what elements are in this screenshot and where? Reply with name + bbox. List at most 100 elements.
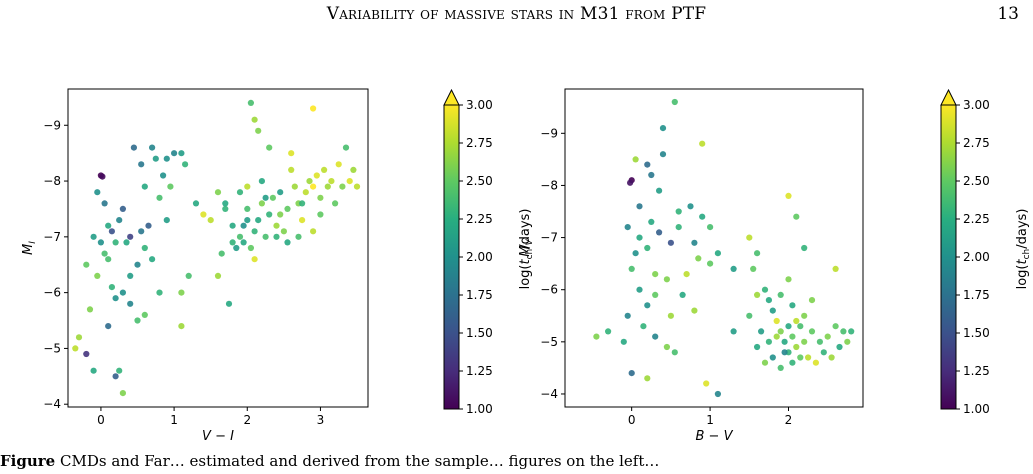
data-point (119, 390, 126, 397)
data-point (746, 312, 753, 319)
y-tick-label: −4 (43, 397, 61, 411)
data-point (284, 205, 291, 212)
data-point (777, 328, 784, 335)
data-point (269, 194, 276, 201)
data-point (781, 349, 788, 356)
data-point (667, 312, 675, 319)
data-point (605, 328, 612, 335)
data-point (244, 183, 251, 190)
data-point (644, 244, 651, 252)
data-point (730, 328, 737, 335)
data-point (671, 349, 678, 356)
data-point (134, 317, 141, 324)
data-point (247, 244, 254, 252)
data-point (108, 228, 115, 235)
colorbar-tick-label: 1.25 (963, 364, 990, 378)
x-tick-label: 2 (243, 413, 251, 427)
data-point (178, 150, 185, 157)
data-point (288, 150, 295, 157)
data-point (765, 297, 773, 304)
data-point (593, 333, 600, 340)
data-point (83, 261, 90, 268)
data-point (840, 328, 847, 335)
data-point (192, 200, 200, 207)
data-point (754, 291, 761, 298)
data-point (332, 200, 339, 207)
colorbar-gradient (941, 105, 956, 409)
y-tick-label: −7 (540, 231, 558, 245)
data-point (691, 239, 698, 246)
data-point (105, 256, 112, 263)
data-point (848, 328, 855, 335)
figure: 0 1 2 3 −4 −5 −6 −7 −8 −9 V − I MI 1.00 1.25 1.50 1.75 2… (21, 88, 1032, 444)
data-point (225, 300, 233, 307)
data-point (302, 189, 309, 196)
colorbar-tick-label: 1.50 (963, 326, 990, 340)
data-point (251, 116, 258, 123)
data-point (262, 233, 269, 240)
data-point (236, 233, 244, 240)
data-point (808, 328, 816, 335)
data-point (632, 250, 639, 257)
data-point (83, 350, 90, 358)
caption-text: CMDs and Far… estimated and derived from… (59, 452, 660, 470)
data-point (163, 155, 170, 162)
y-axis-label: MI (21, 241, 38, 255)
data-point (149, 256, 156, 263)
data-point (156, 194, 163, 201)
data-point (178, 323, 185, 330)
data-point (761, 286, 769, 293)
data-point (130, 144, 137, 151)
data-point (339, 183, 346, 190)
data-point (714, 390, 722, 398)
x-tick-label: 1 (170, 413, 178, 427)
data-point (820, 349, 827, 356)
data-point (127, 272, 134, 279)
data-point (808, 297, 816, 304)
data-point (233, 244, 240, 252)
data-point (801, 338, 808, 345)
data-point (138, 161, 145, 168)
y-tick-label: −8 (43, 174, 61, 188)
data-point (266, 211, 273, 218)
y-tick-label: −6 (540, 283, 558, 297)
data-point (636, 234, 643, 241)
data-point (675, 208, 682, 215)
data-point (218, 250, 225, 257)
data-point (652, 333, 659, 340)
data-point (816, 338, 824, 345)
y-axis-label: MV (518, 238, 535, 256)
colorbar-label: log(tch/days) (518, 209, 535, 290)
data-point (769, 307, 776, 314)
data-point (127, 300, 134, 307)
data-point (335, 161, 342, 168)
data-point (167, 183, 174, 190)
data-point (229, 239, 236, 246)
data-point (310, 228, 317, 235)
data-point (222, 205, 229, 212)
data-point (656, 229, 663, 236)
data-point (123, 239, 130, 246)
data-point (648, 218, 655, 225)
data-point (240, 222, 247, 229)
data-point (291, 183, 298, 190)
data-point (119, 289, 126, 296)
colorbar: 1.00 1.25 1.50 1.75 2.00 2.25 2.50 2.75 3.00 log(… (443, 88, 535, 416)
data-point (777, 291, 784, 298)
data-point (149, 144, 156, 151)
data-point (134, 261, 141, 268)
data-point (640, 323, 647, 330)
colorbar-extend-arrow (940, 88, 957, 106)
data-point (273, 233, 280, 240)
data-point (310, 183, 317, 190)
colorbar-gradient (444, 105, 459, 409)
data-point (240, 239, 247, 246)
data-point (785, 323, 792, 330)
data-point (94, 272, 101, 279)
data-point (832, 265, 839, 272)
data-point (797, 354, 804, 361)
data-point (844, 338, 851, 345)
data-point (277, 189, 284, 196)
colorbar-tick-label: 2.00 (963, 250, 990, 264)
data-point (200, 211, 207, 218)
